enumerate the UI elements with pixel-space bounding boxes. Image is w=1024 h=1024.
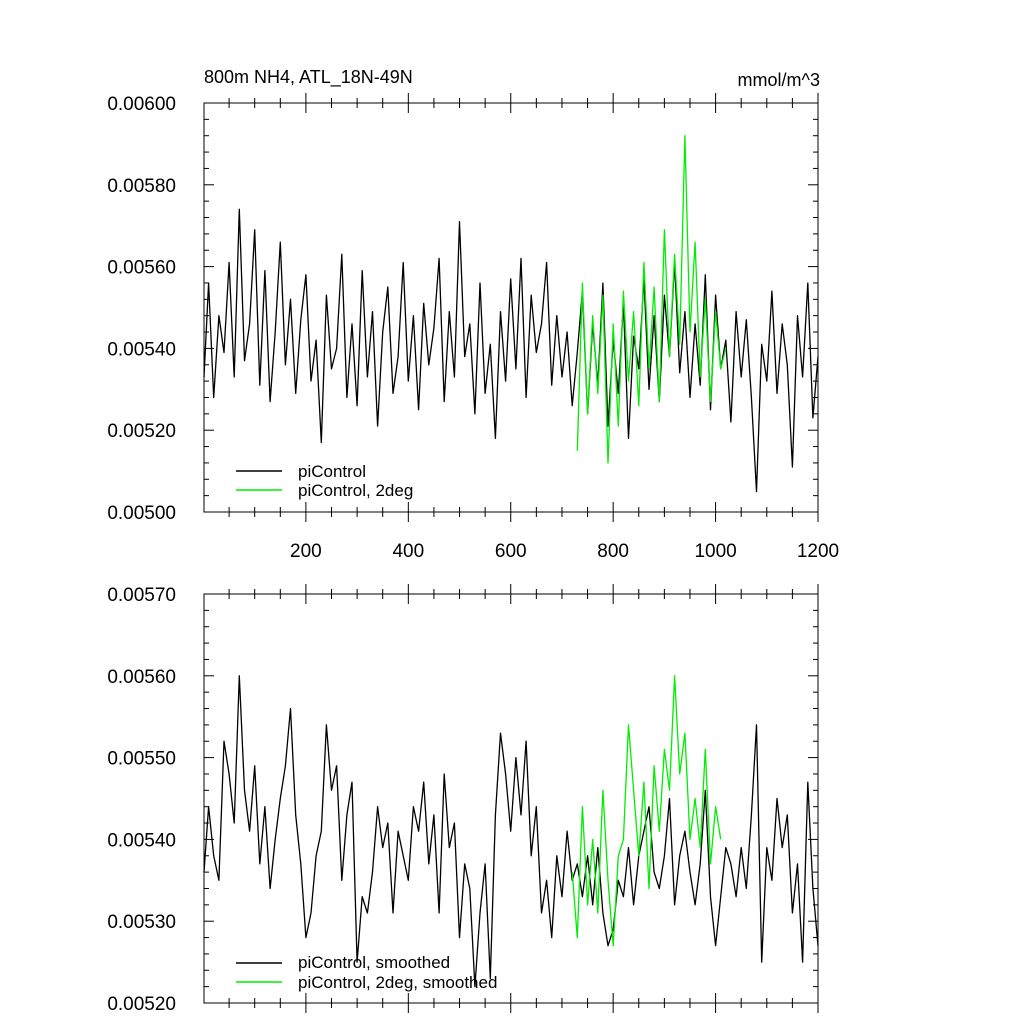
bottom-series-line-0 — [203, 675, 819, 988]
bottom-series-line-1 — [571, 675, 722, 947]
bottom-series-group — [203, 675, 819, 988]
top-xtick-label: 200 — [290, 541, 322, 562]
bottom-panel: 0.00520 0.00530 0.00540 0.00550 0.00560 0.005… — [107, 584, 819, 1015]
top-ytick-label: 0.00560 — [107, 258, 176, 279]
top-series-line-0 — [203, 208, 819, 493]
bottom-axes: 0.00520 0.00530 0.00540 0.00550 0.00560 0.005… — [107, 584, 819, 1015]
legend-label-picontrol-smoothed: piControl, smoothed — [298, 953, 450, 972]
top-series-group — [203, 135, 819, 493]
bottom-ytick-label: 0.00560 — [107, 667, 176, 688]
top-xtick-label: 400 — [392, 541, 424, 562]
top-series-line-1 — [576, 135, 727, 464]
top-plot-frame — [203, 102, 819, 513]
top-ytick-label: 0.00580 — [107, 176, 176, 197]
top-ytick-label: 0.00540 — [107, 339, 176, 360]
top-xtick-label: 1000 — [694, 541, 736, 562]
top-xtick-label: 600 — [495, 541, 527, 562]
top-ytick-label: 0.00500 — [107, 503, 176, 524]
top-legend: piControl piControl, 2deg — [236, 462, 413, 500]
top-axes: 0.00500 0.00520 0.00540 0.00560 0.00580 0.006… — [107, 93, 839, 562]
top-xtick-label: 800 — [597, 541, 629, 562]
legend-label-picontrol-2deg-smoothed: piControl, 2deg, smoothed — [298, 973, 497, 992]
top-ytick-label: 0.00520 — [107, 421, 176, 442]
bottom-ytick-label: 0.00540 — [107, 830, 176, 851]
legend-label-picontrol: piControl — [298, 462, 366, 481]
bottom-ytick-label: 0.00530 — [107, 912, 176, 933]
top-panel: 800m NH4, ATL_18N-49N mmol/m^3 0.005000.… — [107, 67, 839, 562]
top-ytick-label: 0.00600 — [107, 94, 176, 115]
legend-label-picontrol-2deg: piControl, 2deg — [298, 481, 413, 500]
bottom-plot-frame — [203, 593, 819, 1004]
bottom-ytick-label: 0.00550 — [107, 749, 176, 770]
units-label: mmol/m^3 — [738, 70, 820, 90]
bottom-ytick-label: 0.00520 — [107, 994, 176, 1015]
top-xtick-label: 1200 — [797, 541, 839, 562]
bottom-ytick-label: 0.00570 — [107, 585, 176, 606]
chart-title: 800m NH4, ATL_18N-49N — [204, 67, 413, 88]
bottom-legend: piControl, smoothed piControl, 2deg, smo… — [236, 953, 497, 992]
